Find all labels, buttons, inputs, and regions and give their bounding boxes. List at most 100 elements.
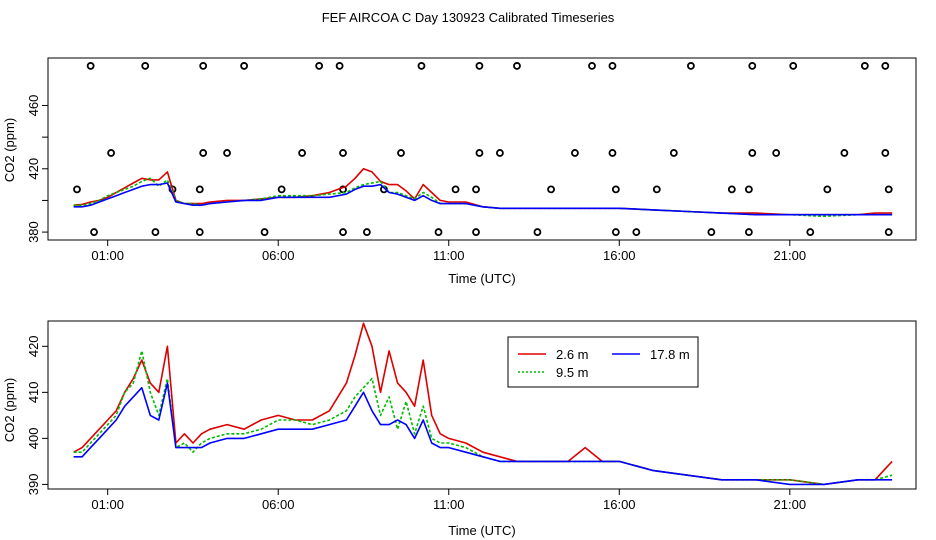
top-x-tick-label-0: 01:00: [91, 248, 124, 263]
top-cal-point-13: [789, 62, 798, 70]
top-cal-point-2: [199, 62, 208, 70]
top-series-line-17-8-m: [73, 182, 893, 216]
top-cal-point-1: [141, 62, 150, 70]
figure-title: FEF AIRCOA C Day 130923 Calibrated Times…: [322, 10, 615, 25]
top-y-tick-label-2: 420: [26, 158, 41, 180]
top-cal-point-8: [513, 62, 521, 70]
top-cal-point-15: [881, 62, 890, 70]
top-x-axis-label: Time (UTC): [448, 271, 515, 286]
top-cal-point-23: [472, 228, 480, 236]
legend: 2.6 m 9.5 m 17.8 m: [507, 336, 699, 388]
top-plot-frame: [47, 57, 917, 241]
top-cal-point-42: [748, 149, 757, 157]
top-x-tick-label-4: 21:00: [774, 248, 807, 263]
top-panel: 01:00 06:00 11:00 16:00 21:00 380 420 460 Time…: [2, 57, 917, 286]
top-cal-point-43: [772, 149, 781, 157]
legend-label-17-8m: 17.8 m: [650, 347, 690, 362]
top-cal-point-44: [840, 149, 849, 157]
top-cal-point-36: [397, 149, 405, 157]
top-cal-point-39: [571, 149, 579, 157]
top-cal-point-5: [335, 62, 344, 70]
top-cal-point-32: [199, 149, 208, 157]
top-cal-point-56: [652, 185, 661, 194]
top-cal-point-6: [417, 62, 426, 70]
top-x-tick-label-3: 16:00: [603, 248, 636, 263]
bottom-plot-frame: [47, 320, 917, 490]
top-series-line-2-6-m: [73, 168, 893, 216]
bottom-x-axis-label: Time (UTC): [448, 523, 515, 538]
top-cal-point-55: [611, 185, 620, 194]
top-cal-point-10: [608, 62, 617, 70]
top-cal-point-49: [277, 185, 286, 194]
bottom-y-tick-label-3: 420: [26, 335, 41, 357]
top-cal-point-24: [533, 228, 542, 236]
bottom-x-axis: 01:00 06:00 11:00 16:00 21:00: [91, 489, 806, 512]
top-cal-point-59: [823, 185, 832, 194]
bottom-series-line-9-5-m: [73, 350, 893, 486]
top-cal-point-18: [195, 228, 204, 236]
top-cal-point-12: [748, 62, 757, 70]
bottom-y-tick-label-1: 400: [26, 428, 41, 450]
top-cal-point-33: [223, 149, 231, 157]
top-calibration-points: [73, 62, 893, 236]
top-cal-point-29: [806, 228, 815, 236]
top-cal-point-37: [475, 149, 484, 157]
top-cal-point-45: [881, 149, 890, 157]
top-cal-point-20: [339, 228, 347, 236]
bottom-x-tick-label-0: 01:00: [91, 497, 124, 512]
bottom-y-tick-label-0: 390: [26, 474, 41, 496]
top-cal-point-14: [860, 62, 869, 70]
top-cal-point-48: [195, 185, 204, 194]
bottom-y-tick-label-2: 410: [26, 381, 41, 403]
top-x-tick-label-1: 06:00: [262, 248, 295, 263]
top-cal-point-46: [73, 185, 81, 194]
top-cal-point-19: [260, 228, 269, 236]
bottom-series-lines: [73, 322, 893, 486]
bottom-panel: 01:00 06:00 11:00 16:00 21:00 390 400 410 420 T…: [2, 320, 917, 538]
top-y-axis: 380 420 460: [26, 95, 48, 243]
bottom-y-axis: 390 400 410 420: [26, 335, 48, 495]
top-x-axis: 01:00 06:00 11:00 16:00 21:00: [91, 240, 806, 263]
bottom-series-line-17-8-m: [73, 382, 893, 486]
top-cal-point-52: [451, 185, 460, 194]
top-cal-point-58: [744, 185, 753, 194]
top-cal-point-17: [151, 228, 160, 236]
top-cal-point-35: [339, 149, 347, 157]
bottom-y-axis-label: CO2 (ppm): [2, 378, 17, 442]
top-series-lines: [73, 168, 893, 218]
top-cal-point-40: [608, 149, 617, 157]
top-cal-point-0: [86, 62, 95, 70]
top-cal-point-34: [298, 149, 306, 157]
top-cal-point-7: [475, 62, 484, 70]
top-y-axis-label: CO2 (ppm): [2, 118, 17, 182]
top-cal-point-22: [434, 228, 443, 236]
top-cal-point-53: [472, 185, 480, 194]
bottom-x-tick-label-2: 11:00: [433, 497, 465, 512]
top-y-tick-label-4: 460: [26, 95, 41, 117]
top-cal-point-21: [362, 228, 371, 236]
top-cal-point-38: [496, 149, 504, 157]
top-series-line-9-5-m: [73, 177, 893, 218]
top-cal-point-60: [884, 185, 893, 194]
bottom-x-tick-label-1: 06:00: [262, 497, 295, 512]
top-cal-point-25: [611, 228, 620, 236]
top-x-tick-label-2: 11:00: [433, 248, 465, 263]
top-cal-point-31: [107, 149, 115, 157]
top-cal-point-27: [707, 228, 716, 236]
bottom-x-tick-label-3: 16:00: [603, 497, 636, 512]
top-cal-point-4: [315, 62, 324, 70]
top-cal-point-3: [240, 62, 249, 70]
top-cal-point-41: [669, 149, 678, 157]
top-cal-point-11: [686, 62, 695, 70]
top-cal-point-26: [632, 228, 641, 236]
top-cal-point-57: [727, 185, 736, 194]
top-cal-point-28: [744, 228, 753, 236]
top-cal-point-9: [588, 62, 596, 70]
legend-box: [507, 336, 699, 388]
bottom-x-tick-label-4: 21:00: [774, 497, 807, 512]
legend-label-2-6m: 2.6 m: [556, 347, 589, 362]
top-cal-point-16: [90, 228, 98, 236]
bottom-series-line-2-6-m: [73, 322, 893, 486]
legend-label-9-5m: 9.5 m: [556, 365, 589, 380]
